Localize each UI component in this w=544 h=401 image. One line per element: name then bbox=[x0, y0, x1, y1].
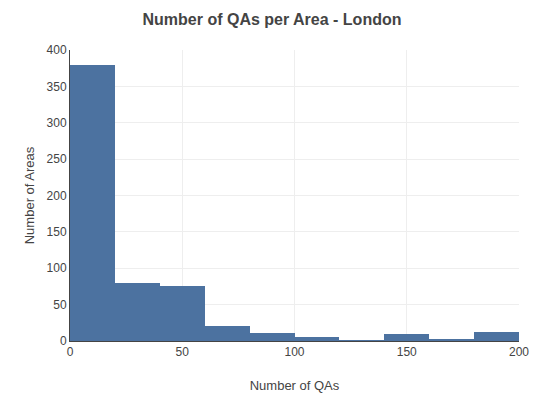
svg-text:100: 100 bbox=[47, 261, 67, 275]
svg-text:350: 350 bbox=[47, 80, 67, 94]
svg-text:150: 150 bbox=[47, 225, 67, 239]
svg-text:200: 200 bbox=[509, 345, 529, 359]
svg-text:300: 300 bbox=[47, 116, 67, 130]
svg-text:0: 0 bbox=[60, 334, 67, 348]
svg-text:400: 400 bbox=[47, 43, 67, 57]
svg-text:50: 50 bbox=[176, 345, 190, 359]
svg-text:150: 150 bbox=[397, 345, 417, 359]
svg-text:250: 250 bbox=[47, 152, 67, 166]
svg-text:Number of QAs: Number of QAs bbox=[250, 378, 340, 393]
svg-text:100: 100 bbox=[284, 345, 304, 359]
svg-text:50: 50 bbox=[53, 298, 67, 312]
svg-text:200: 200 bbox=[47, 189, 67, 203]
svg-text:Number of Areas: Number of Areas bbox=[22, 146, 37, 244]
svg-text:0: 0 bbox=[67, 345, 74, 359]
svg-text:Number of QAs per Area - Londo: Number of QAs per Area - London bbox=[143, 11, 402, 28]
